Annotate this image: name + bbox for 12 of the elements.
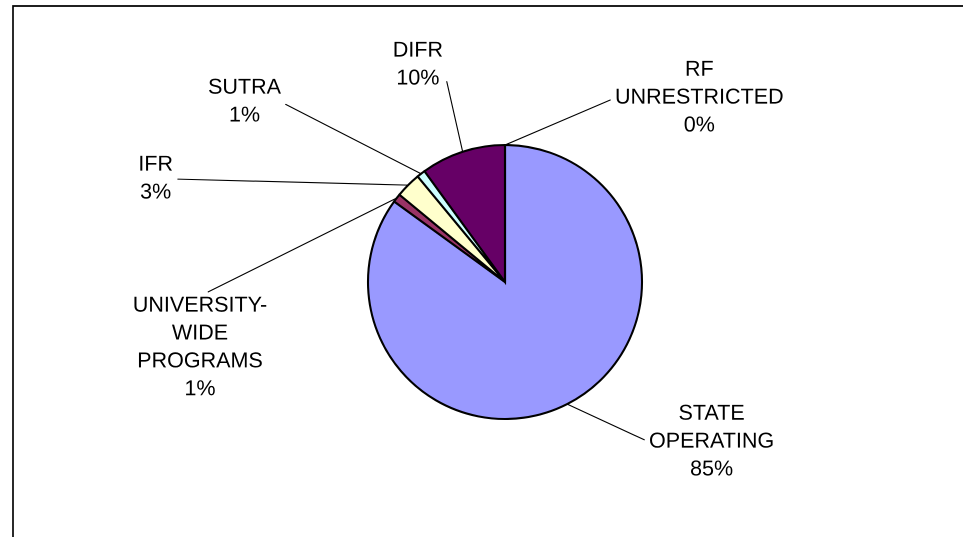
- slice-label: SUTRA: [209, 78, 281, 94]
- slice-label: DIFR: [394, 42, 442, 57]
- data-label: 1%: [230, 106, 260, 122]
- data-label: 1%: [186, 380, 215, 396]
- slice-label: IFR: [140, 156, 172, 171]
- category-label: RF UNRESTRICTED: [616, 60, 783, 104]
- data-label: 3%: [140, 183, 170, 199]
- data-label: 10%: [398, 69, 439, 85]
- text: 0%: [684, 116, 714, 132]
- data-label: 85%: [690, 460, 732, 476]
- slice-label: UNIVERSITY-WIDE PROGRAMS: [134, 296, 266, 368]
- slice-label: STATE OPERATING: [650, 404, 773, 448]
